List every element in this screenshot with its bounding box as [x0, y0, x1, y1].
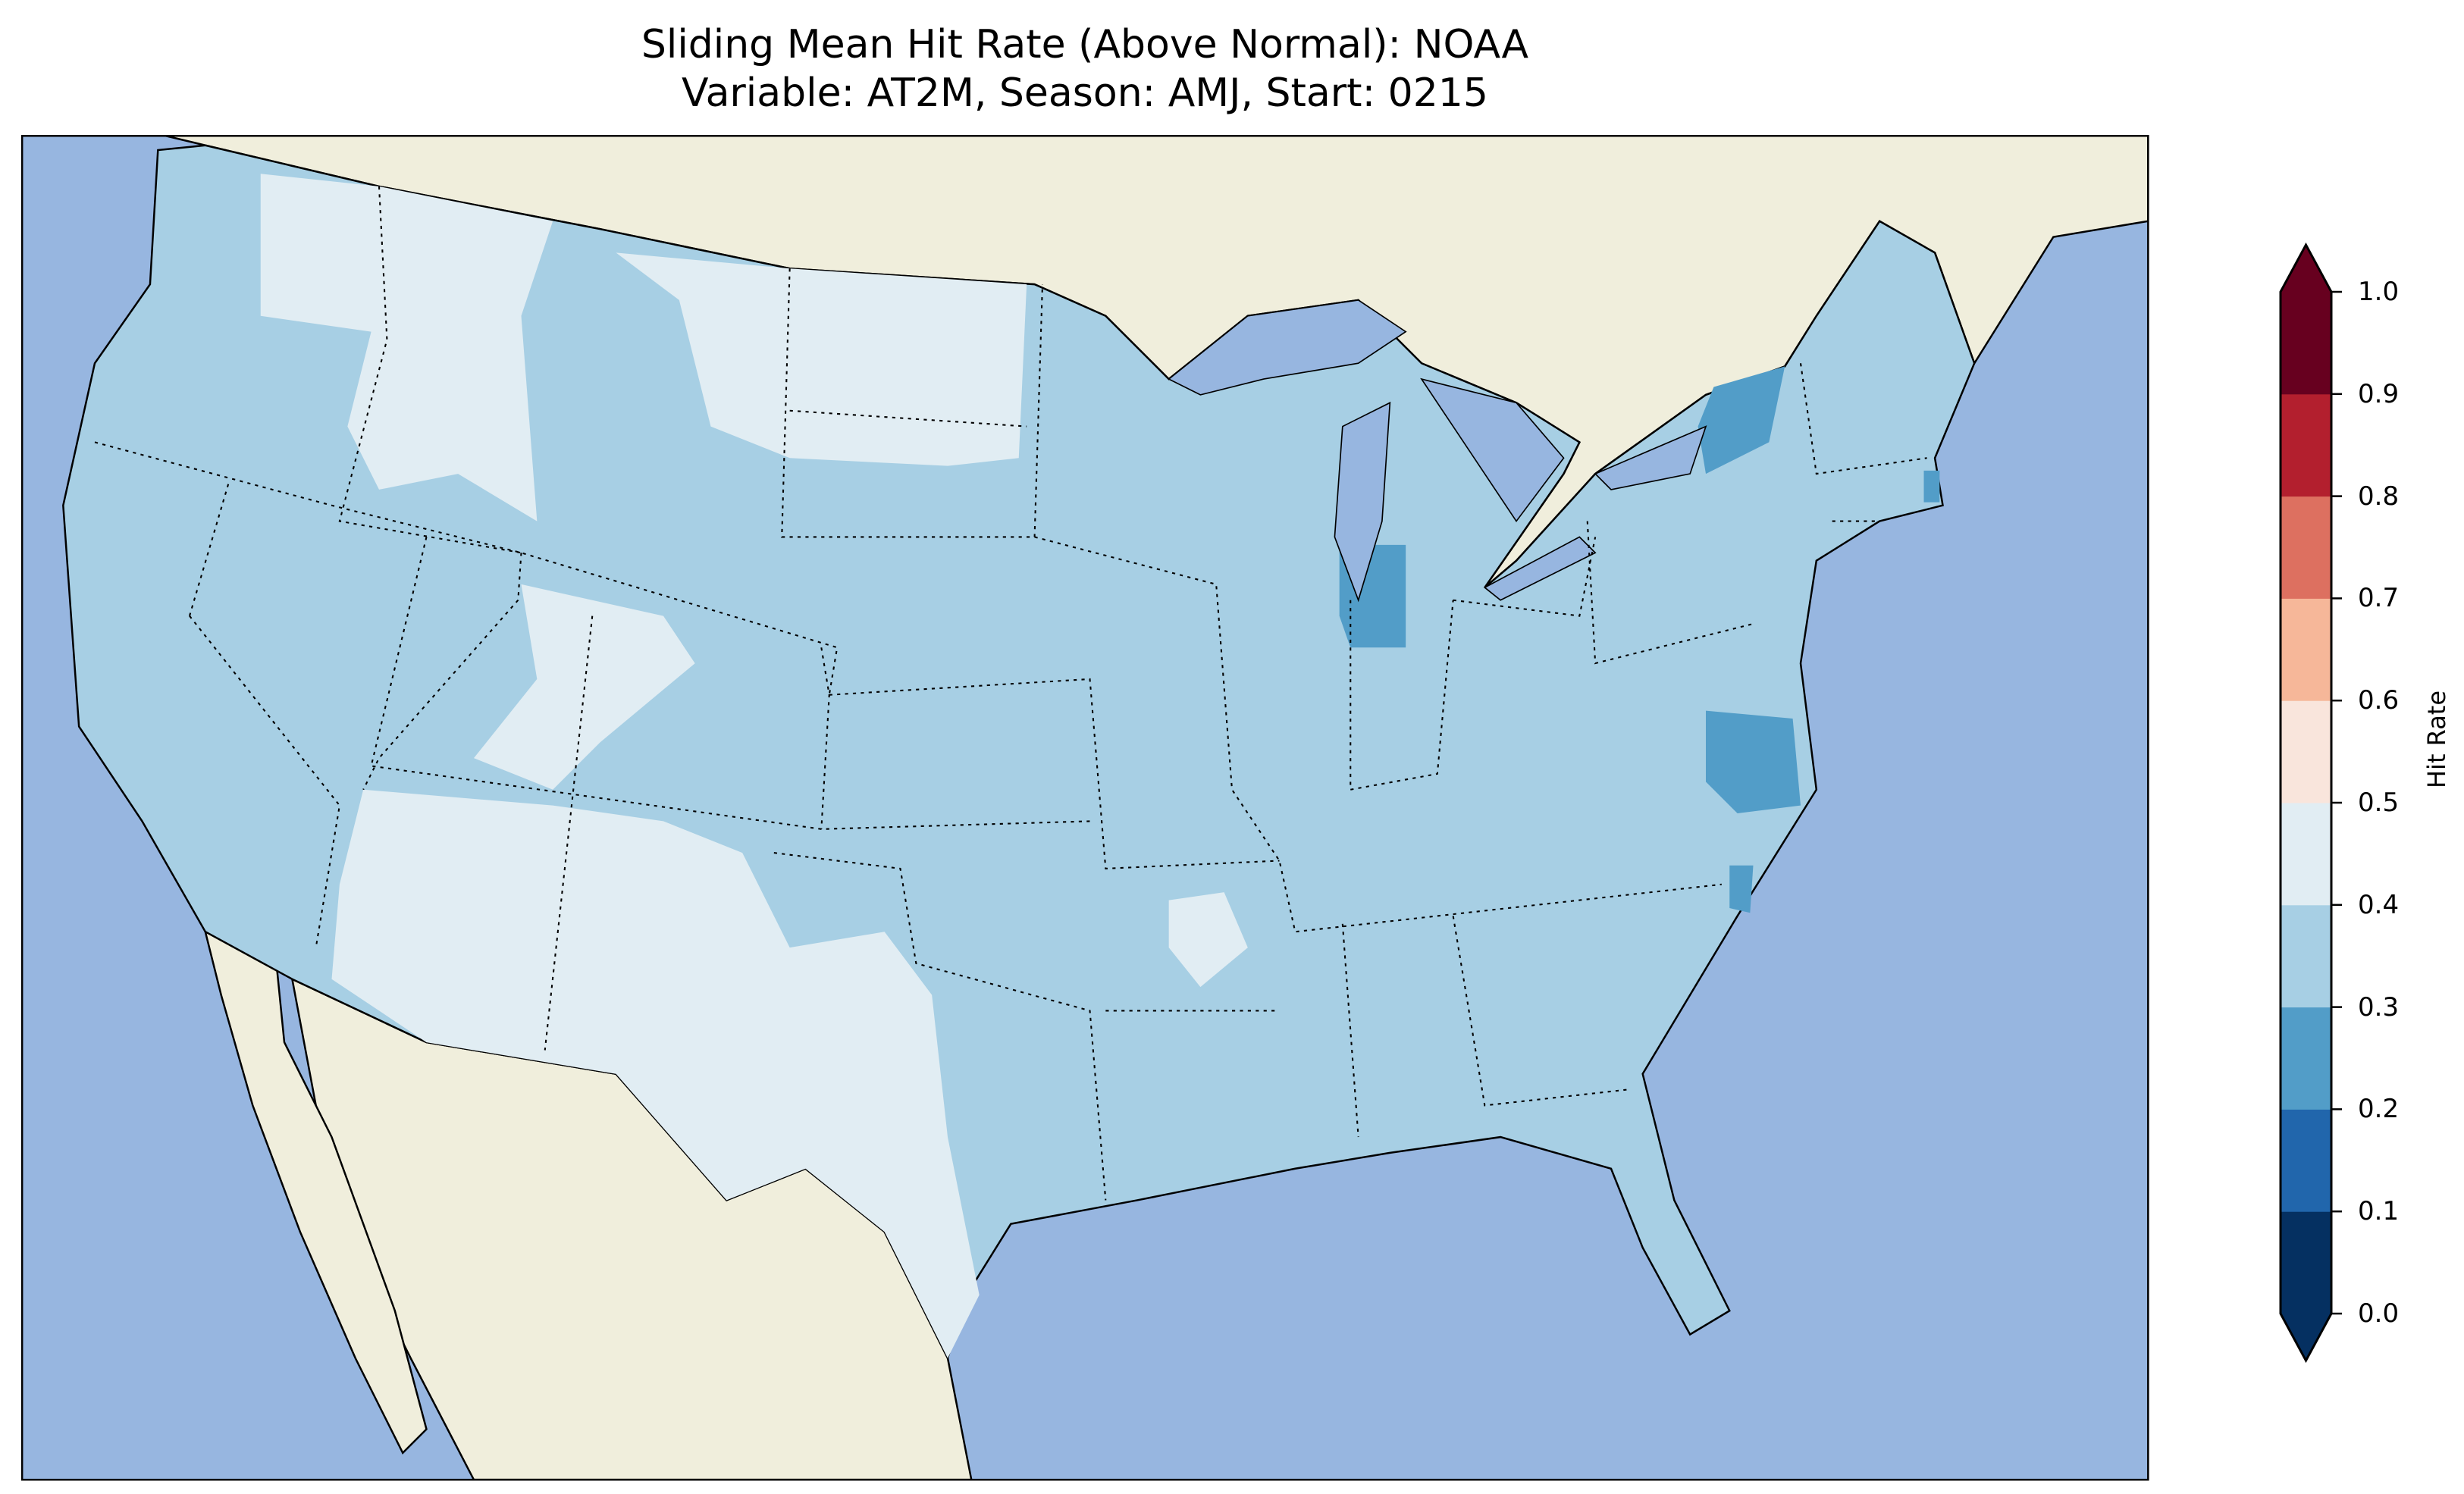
colorbar-extend-min — [2281, 1314, 2331, 1361]
below-0.3-regions — [1339, 366, 1940, 913]
colorbar-tick-label: 0.7 — [2358, 583, 2400, 614]
colorbar-segment — [2281, 803, 2331, 906]
colorbar-segment — [2281, 1109, 2331, 1212]
state-borders — [94, 186, 1927, 1201]
colorbar-tick-label: 0.1 — [2358, 1196, 2400, 1227]
colorbar-segment — [2281, 1211, 2331, 1314]
colorbar-segment — [2281, 1007, 2331, 1110]
colorbar-segment — [2281, 904, 2331, 1008]
colorbar-tick-label: 0.9 — [2358, 378, 2400, 409]
chart-subtitle: Variable: AT2M, Season: AMJ, Start: 0215 — [682, 70, 1488, 116]
colorbar-tick-label: 0.8 — [2358, 481, 2400, 512]
colorbar-tick-label: 0.6 — [2358, 685, 2400, 716]
colorbar-label: Hit Rate — [2422, 690, 2451, 788]
colorbar-extend-max — [2281, 245, 2331, 292]
colorbar-tick-label: 0.5 — [2358, 788, 2400, 818]
colorbar-segment — [2281, 292, 2331, 395]
colorbar-segment — [2281, 700, 2331, 803]
chart-title: Sliding Mean Hit Rate (Above Normal): NO… — [641, 22, 1529, 67]
colorbar-tick-label: 0.3 — [2358, 991, 2400, 1023]
colorbar-tick-label: 0.4 — [2358, 889, 2400, 920]
colorbar-segment — [2281, 496, 2331, 599]
above-0.4-regions — [260, 174, 1248, 1358]
baja-land — [203, 930, 428, 1455]
great-lakes — [1168, 299, 1707, 603]
colorbar-segment — [2281, 598, 2331, 701]
colorbar — [2279, 242, 2342, 1364]
colorbar-tick-label: 0.2 — [2358, 1094, 2400, 1125]
colorbar-segment — [2281, 393, 2331, 497]
colorbar-tick-label: 0.0 — [2358, 1298, 2400, 1329]
map-frame — [20, 135, 2149, 1481]
colorbar-tick-label: 1.0 — [2358, 277, 2400, 307]
